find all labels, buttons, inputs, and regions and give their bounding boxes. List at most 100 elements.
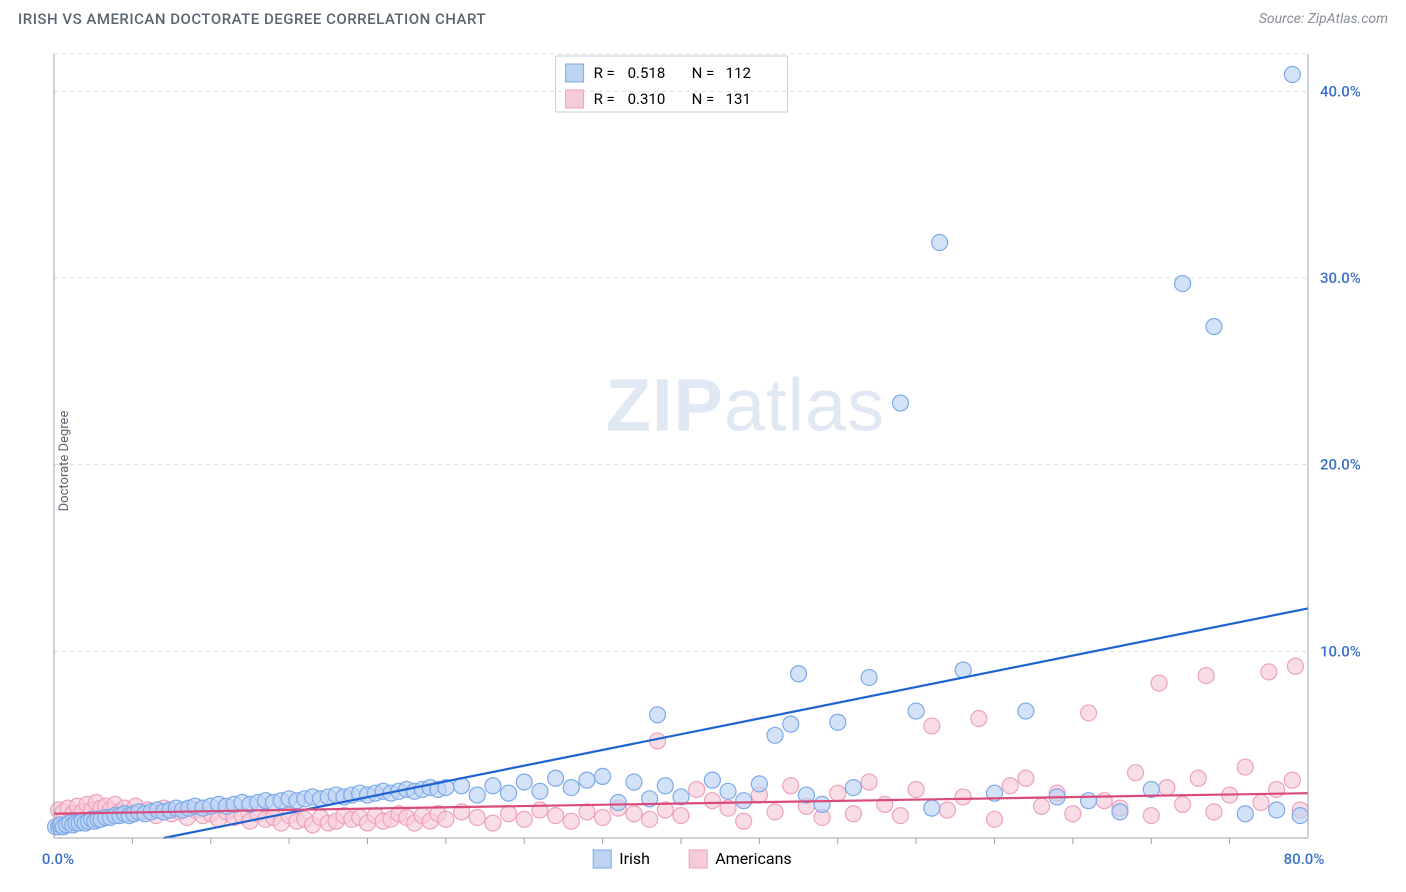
data-point <box>892 808 908 824</box>
data-point <box>610 795 626 811</box>
data-point <box>704 772 720 788</box>
data-point <box>1018 703 1034 719</box>
data-point <box>814 796 830 812</box>
data-point <box>1175 276 1191 292</box>
data-point <box>783 716 799 732</box>
y-tick-label: 30.0% <box>1320 269 1361 287</box>
data-point <box>1034 798 1050 814</box>
data-point <box>892 395 908 411</box>
data-point <box>924 800 940 816</box>
legend-series-label: Irish <box>619 849 650 868</box>
legend-r-label: R = <box>594 90 615 108</box>
y-tick-label: 40.0% <box>1320 82 1361 100</box>
data-point <box>877 796 893 812</box>
data-point <box>932 235 948 251</box>
data-point <box>1206 804 1222 820</box>
data-point <box>1143 808 1159 824</box>
data-point <box>1018 770 1034 786</box>
x-tick-label: 80.0% <box>1284 850 1325 868</box>
data-point <box>563 813 579 829</box>
data-point <box>516 811 532 827</box>
data-point <box>1065 806 1081 822</box>
data-point <box>704 793 720 809</box>
legend-swatch <box>689 850 707 868</box>
data-point <box>626 806 642 822</box>
legend-series-label: Americans <box>715 849 791 868</box>
data-point <box>971 711 987 727</box>
data-point <box>1237 759 1253 775</box>
data-point <box>485 778 501 794</box>
data-point <box>532 783 548 799</box>
data-point <box>736 813 752 829</box>
y-tick-label: 20.0% <box>1320 456 1361 474</box>
data-point <box>830 714 846 730</box>
data-point <box>532 802 548 818</box>
data-point <box>563 780 579 796</box>
data-point <box>939 802 955 818</box>
data-point <box>1081 793 1097 809</box>
data-point <box>579 804 595 820</box>
data-point <box>595 809 611 825</box>
data-point <box>673 808 689 824</box>
data-point <box>1096 793 1112 809</box>
data-point <box>924 718 940 734</box>
data-point <box>1190 770 1206 786</box>
data-point <box>649 707 665 723</box>
legend-r-value: 0.310 <box>628 90 666 108</box>
legend-n-value: 131 <box>726 90 751 108</box>
data-point <box>1287 658 1303 674</box>
legend-swatch <box>566 90 584 108</box>
data-point <box>1112 804 1128 820</box>
legend-n-value: 112 <box>726 64 751 82</box>
data-point <box>1237 806 1253 822</box>
data-point <box>830 785 846 801</box>
legend-swatch <box>566 64 584 82</box>
data-point <box>861 669 877 685</box>
data-point <box>689 781 705 797</box>
data-point <box>1269 802 1285 818</box>
data-point <box>1292 808 1308 824</box>
source-label: Source: ZipAtlas.com <box>1259 11 1388 27</box>
data-point <box>1269 781 1285 797</box>
data-point <box>767 804 783 820</box>
data-point <box>861 774 877 790</box>
legend-r-value: 0.518 <box>628 64 666 82</box>
data-point <box>783 778 799 794</box>
data-point <box>501 785 517 801</box>
data-point <box>485 815 501 831</box>
data-point <box>438 811 454 827</box>
data-point <box>845 806 861 822</box>
data-point <box>1284 67 1300 83</box>
y-tick-label: 10.0% <box>1320 642 1361 660</box>
data-point <box>845 780 861 796</box>
data-point <box>469 787 485 803</box>
data-point <box>908 781 924 797</box>
data-point <box>1206 319 1222 335</box>
data-point <box>642 811 658 827</box>
correlation-chart: ZIPatlas0.0%80.0%10.0%20.0%30.0%40.0%R =… <box>18 42 1388 880</box>
data-point <box>579 772 595 788</box>
data-point <box>548 770 564 786</box>
data-point <box>469 809 485 825</box>
stats-legend-box <box>556 56 788 112</box>
data-point <box>548 808 564 824</box>
data-point <box>751 776 767 792</box>
x-tick-label: 0.0% <box>42 850 74 868</box>
data-point <box>908 703 924 719</box>
data-point <box>720 783 736 799</box>
data-point <box>1261 664 1277 680</box>
data-point <box>791 666 807 682</box>
legend-n-label: N = <box>692 64 715 82</box>
legend-n-label: N = <box>692 90 715 108</box>
legend-swatch <box>593 850 611 868</box>
legend-r-label: R = <box>594 64 615 82</box>
data-point <box>1159 780 1175 796</box>
data-point <box>1002 778 1018 794</box>
chart-title: IRISH VS AMERICAN DOCTORATE DEGREE CORRE… <box>18 10 486 28</box>
data-point <box>1175 796 1191 812</box>
data-point <box>736 793 752 809</box>
data-point <box>1081 705 1097 721</box>
data-point <box>595 768 611 784</box>
data-point <box>657 778 673 794</box>
data-point <box>987 811 1003 827</box>
